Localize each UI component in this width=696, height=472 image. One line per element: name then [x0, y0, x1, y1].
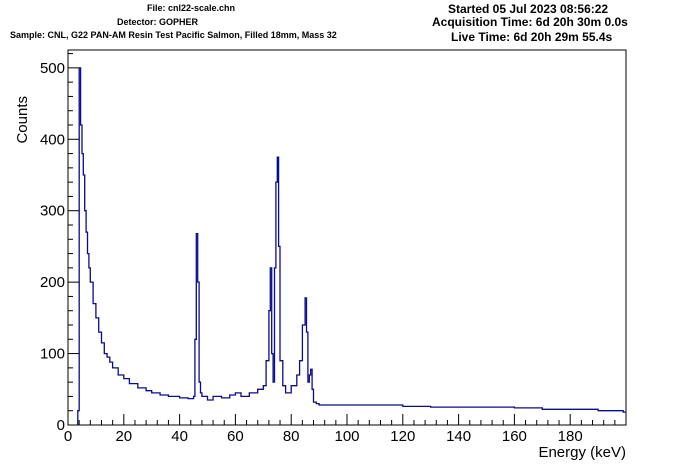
x-tick-label: 80 [283, 428, 300, 445]
y-tick-label: 200 [40, 274, 65, 291]
spectrum-series-line [77, 67, 626, 425]
x-tick-label: 60 [227, 428, 244, 445]
x-tick-label: 180 [558, 428, 583, 445]
live-time-label: Live Time: 6d 20h 29m 55.4s [451, 30, 613, 44]
y-tick-label: 400 [40, 131, 65, 148]
detector-label: Detector: GOPHER [117, 17, 199, 27]
x-tick-label: 160 [502, 428, 527, 445]
acquisition-time-label: Acquisition Time: 6d 20h 30m 0.0s [432, 15, 628, 29]
sample-label: Sample: CNL, G22 PAN-AM Resin Test Pacif… [10, 30, 337, 40]
y-tick-label: 100 [40, 346, 65, 363]
y-tick-label: 300 [40, 203, 65, 220]
y-tick-label: 0 [57, 417, 65, 434]
x-tick-label: 100 [334, 428, 359, 445]
x-tick-label: 120 [390, 428, 415, 445]
x-tick-label: 20 [115, 428, 132, 445]
y-tick-label: 500 [40, 60, 65, 77]
started-label: Started 05 Jul 2023 08:56:22 [448, 2, 609, 16]
file-label: File: cnl22-scale.chn [147, 3, 236, 13]
y-axis-title: Counts [14, 96, 31, 144]
plot-frame [67, 49, 627, 426]
x-tick-label: 0 [64, 428, 72, 445]
x-tick-label: 40 [171, 428, 188, 445]
x-tick-label: 140 [446, 428, 471, 445]
x-axis-title: Energy (keV) [538, 444, 626, 461]
